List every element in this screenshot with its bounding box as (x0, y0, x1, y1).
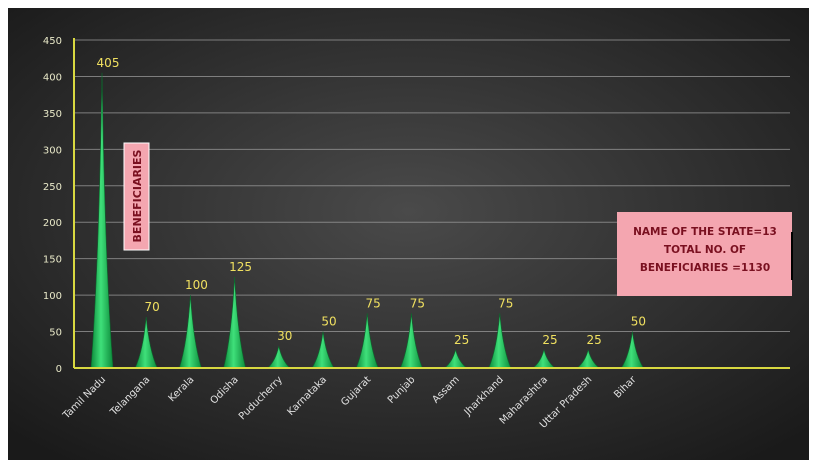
bars (90, 72, 644, 369)
bar (90, 72, 114, 369)
data-label: 405 (97, 56, 120, 70)
summary-annotation: NAME OF THE STATE=13 TOTAL NO. OF BENEFI… (617, 212, 793, 296)
data-label: 50 (631, 315, 646, 329)
y-axis-label: BENEFICIARIES (123, 142, 150, 251)
data-label: 125 (229, 260, 252, 274)
bar (223, 276, 246, 369)
bar (355, 313, 379, 369)
summary-line-3: BENEFICIARIES =1130 (640, 262, 770, 274)
bar (311, 331, 335, 369)
y-tick-label: 150 (43, 255, 62, 266)
y-tick-label: 100 (43, 291, 62, 302)
data-label: 30 (277, 329, 292, 343)
data-label: 75 (410, 296, 425, 310)
bar (443, 349, 468, 369)
summary-line-1: NAME OF THE STATE=13 (633, 226, 777, 238)
bar (620, 331, 644, 369)
bar (134, 316, 158, 369)
bar (178, 295, 202, 369)
axes (73, 38, 790, 369)
data-label: 25 (587, 333, 602, 347)
bar (267, 346, 291, 369)
y-tick-label: 350 (43, 109, 62, 120)
y-tick-label: 450 (43, 36, 62, 47)
y-tick-label: 400 (43, 72, 62, 83)
data-label: 25 (454, 333, 469, 347)
y-tick-label: 300 (43, 145, 62, 156)
summary-box (617, 212, 792, 296)
data-label: 50 (321, 315, 336, 329)
y-tick-label: 250 (43, 182, 62, 193)
data-label: 75 (366, 296, 381, 310)
y-axis-label-box (123, 142, 150, 251)
y-tick-label: 0 (56, 364, 62, 375)
data-label: 25 (542, 333, 557, 347)
data-label: 100 (185, 278, 208, 292)
summary-line-2: TOTAL NO. OF (664, 244, 746, 256)
y-tick-label: 50 (49, 328, 62, 339)
bar (576, 349, 601, 369)
y-tick-label: 200 (43, 218, 62, 229)
bar (488, 313, 512, 369)
bar (532, 349, 556, 369)
data-label: 70 (145, 300, 160, 314)
y-axis-label-text: BENEFICIARIES (131, 149, 144, 242)
bar (399, 313, 423, 369)
data-label: 75 (498, 296, 513, 310)
